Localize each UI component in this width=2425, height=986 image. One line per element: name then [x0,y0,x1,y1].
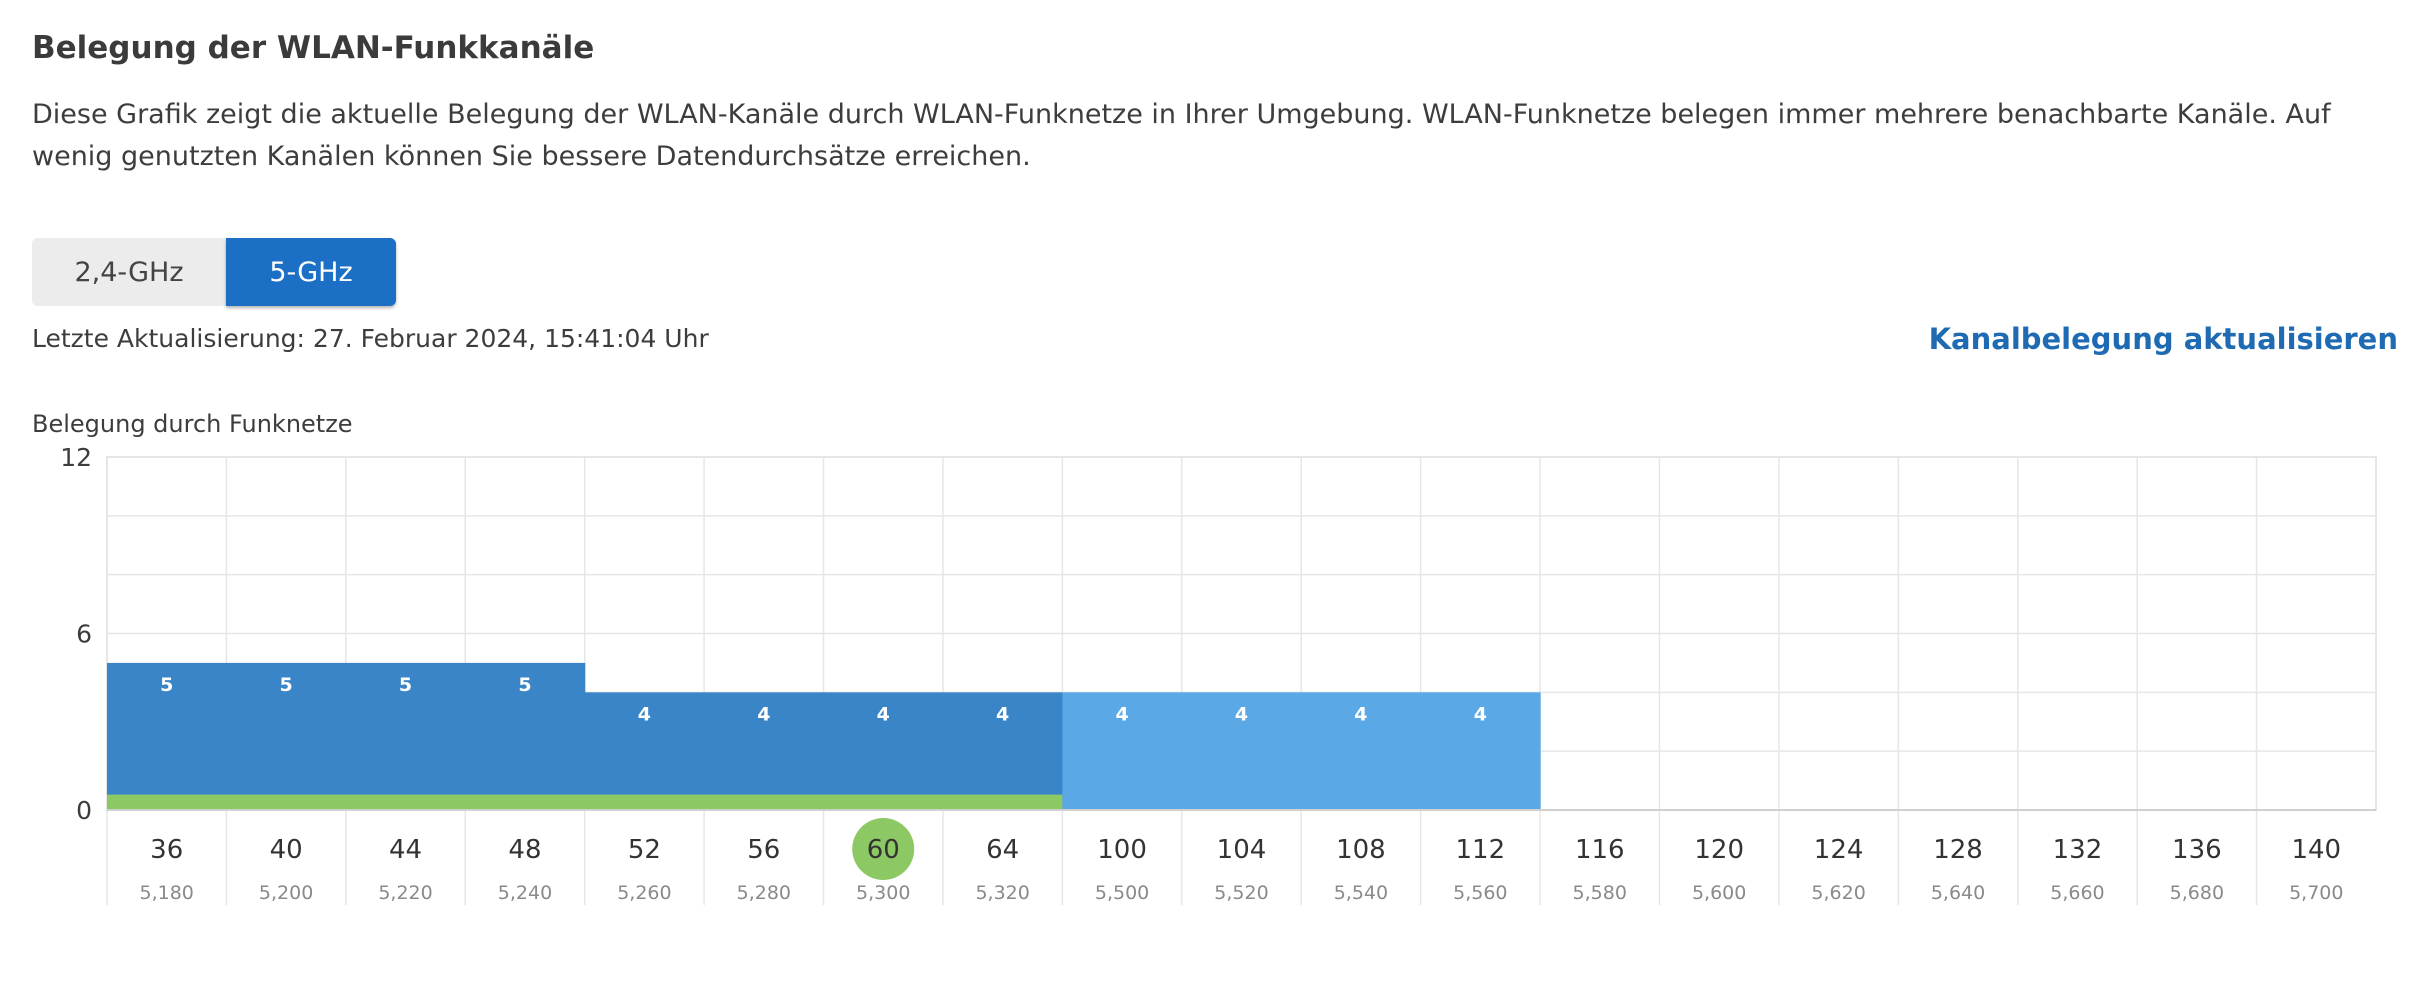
bar-value-label: 5 [399,674,412,696]
frequency-label: 5,680 [2170,882,2224,904]
channel-label-48: 48 [508,835,541,865]
channel-label-40: 40 [270,835,303,865]
channel-bar-108 [1301,692,1422,810]
frequency-label: 5,280 [737,882,791,904]
bar-value-label: 5 [280,674,293,696]
frequency-label: 5,560 [1453,882,1507,904]
frequency-label: 5,540 [1334,882,1388,904]
channel-label-140: 140 [2291,835,2341,865]
bar-value-label: 5 [518,674,531,696]
channel-label-108: 108 [1336,835,1386,865]
frequency-label: 5,700 [2289,882,2343,904]
channel-label-116: 116 [1575,835,1625,865]
frequency-label: 5,640 [1931,882,1985,904]
channel-label-100: 100 [1097,835,1147,865]
channel-label-132: 132 [2053,835,2103,865]
channel-bar-52 [584,692,705,810]
bar-value-label: 4 [1235,703,1248,725]
frequency-label: 5,520 [1214,882,1268,904]
channel-label-44: 44 [389,835,422,865]
tab-5-ghz[interactable]: 5-GHz [226,238,396,306]
band-tabs: 2,4-GHz 5-GHz [32,238,396,306]
description-text: Diese Grafik zeigt die aktuelle Belegung… [32,99,2331,172]
frequency-label: 5,200 [259,882,313,904]
channel-label-56: 56 [747,835,780,865]
channel-label-120: 120 [1694,835,1744,865]
frequency-label: 5,500 [1095,882,1149,904]
channel-bar-44 [345,662,466,810]
frequency-label: 5,300 [856,882,910,904]
channel-label-64: 64 [986,835,1019,865]
frequency-label: 5,320 [975,882,1029,904]
frequency-label: 5,580 [1573,882,1627,904]
channel-label-52: 52 [628,835,661,865]
bar-value-label: 4 [757,703,770,725]
channel-bar-36 [107,662,228,810]
bar-value-label: 4 [996,703,1009,725]
bar-value-label: 4 [1115,703,1128,725]
y-tick-label: 6 [76,620,92,649]
channel-label-104: 104 [1217,835,1267,865]
channel-bar-56 [704,692,825,810]
channel-label-112: 112 [1456,835,1506,865]
bar-value-label: 4 [877,703,890,725]
channel-label-36: 36 [150,835,183,865]
refresh-channels-link[interactable]: Kanalbelegung aktualisieren [1928,322,2398,356]
own-network-band [107,794,1063,810]
tab-2-4-ghz[interactable]: 2,4-GHz [32,238,226,306]
frequency-label: 5,660 [2050,882,2104,904]
channel-bar-64 [942,692,1063,810]
channel-bar-112 [1420,692,1541,810]
channel-bar-100 [1062,692,1183,810]
bar-value-label: 5 [160,674,173,696]
last-update-text: Letzte Aktualisierung: 27. Februar 2024,… [32,324,709,353]
y-tick-label: 12 [60,443,92,472]
chart-title: Belegung durch Funknetze [32,410,353,438]
channel-bar-104 [1181,692,1302,810]
bar-value-label: 4 [1354,703,1367,725]
channel-bar-48 [465,662,586,810]
frequency-label: 5,180 [140,882,194,904]
bar-value-label: 4 [1474,703,1487,725]
channel-bar-60 [823,692,944,810]
channel-bar-40 [226,662,347,810]
frequency-label: 5,240 [498,882,552,904]
bar-value-label: 4 [638,703,651,725]
frequency-label: 5,620 [1811,882,1865,904]
channel-label-136: 136 [2172,835,2222,865]
frequency-label: 5,220 [378,882,432,904]
y-tick-label: 0 [76,796,92,825]
frequency-label: 5,260 [617,882,671,904]
page-title: Belegung der WLAN-Funkkanäle [32,30,595,66]
channel-label-124: 124 [1814,835,1864,865]
frequency-label: 5,600 [1692,882,1746,904]
channel-label-60: 60 [867,835,900,865]
channel-label-128: 128 [1933,835,1983,865]
active-channel-marker [852,818,915,880]
